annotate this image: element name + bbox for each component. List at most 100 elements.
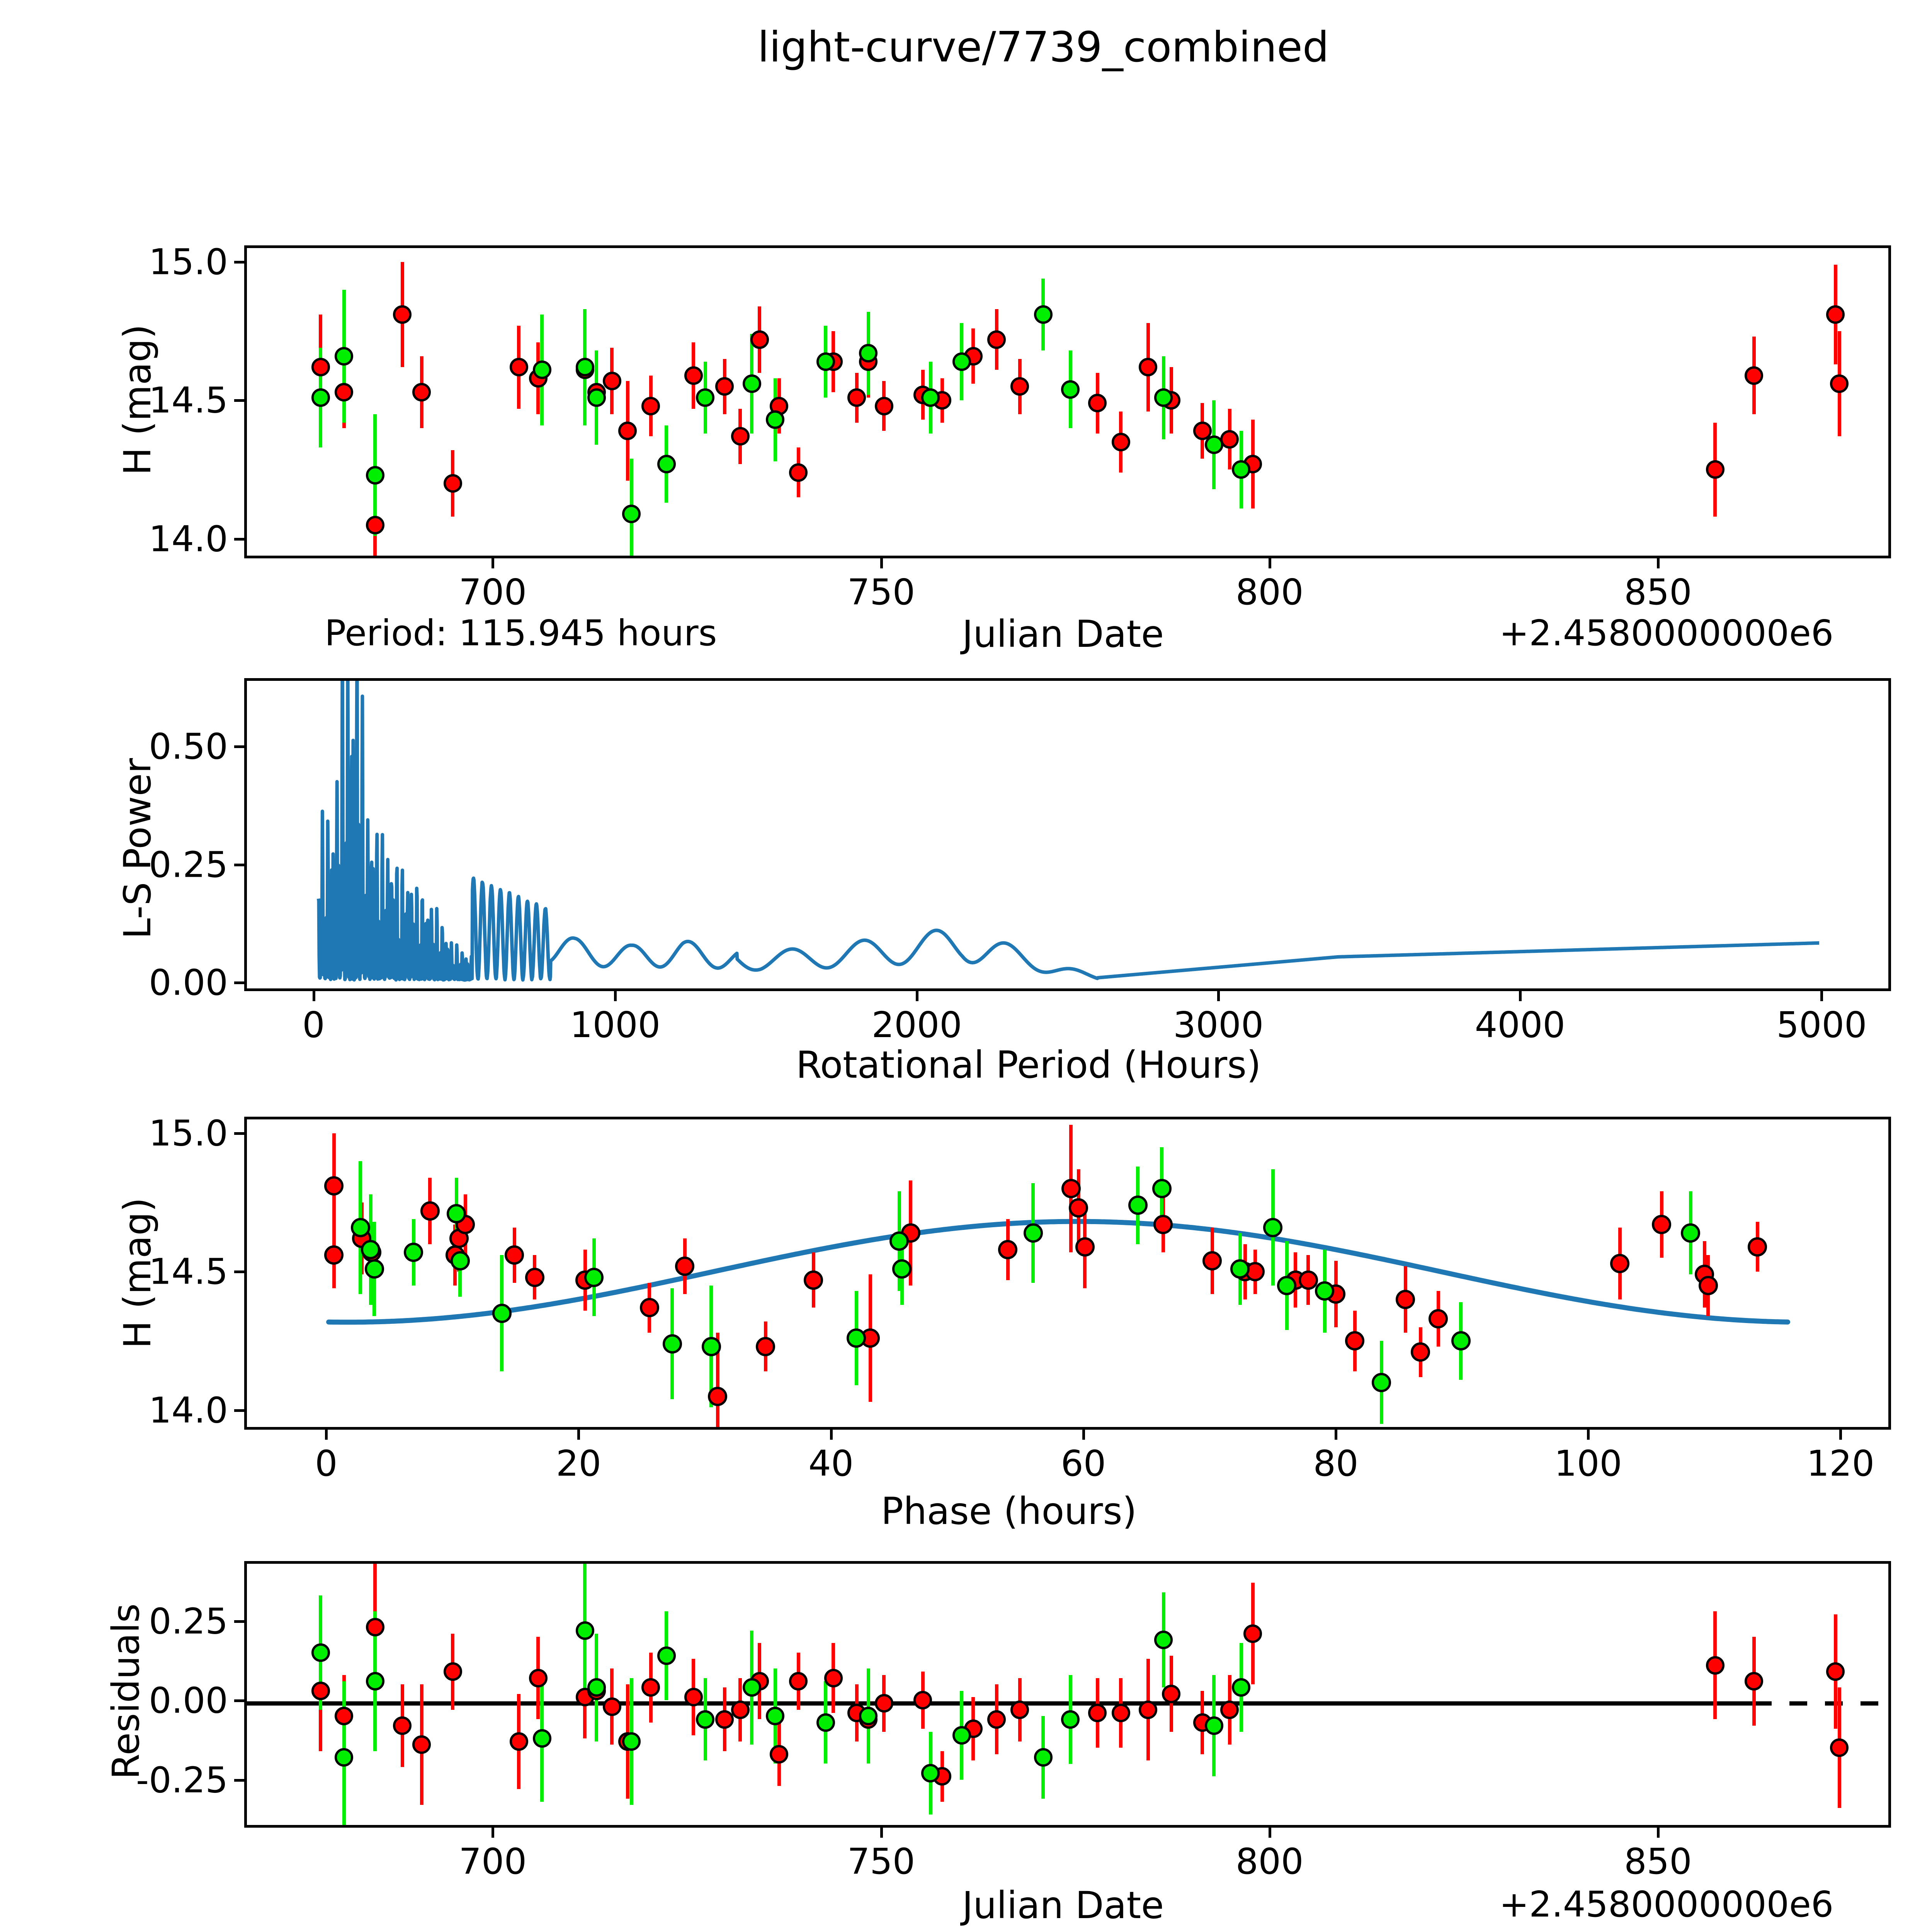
x-tick-mark <box>1335 1430 1337 1440</box>
data-point-red <box>756 1337 776 1356</box>
data-point-green <box>366 1672 384 1690</box>
x-tick-label: 60 <box>1061 1443 1106 1484</box>
data-point-red <box>1826 305 1845 324</box>
y-tick-mark <box>234 1270 244 1274</box>
x-tick-mark <box>880 558 883 568</box>
data-point-red <box>366 1618 384 1637</box>
y-tick-label: 14.5 <box>149 1251 228 1293</box>
data-point-red <box>1652 1215 1672 1235</box>
data-point-red <box>1745 1672 1764 1690</box>
x-tick-mark <box>492 558 495 568</box>
x-tick-mark <box>1656 1828 1660 1838</box>
phase-axes <box>244 1117 1891 1430</box>
data-point-red <box>1088 394 1107 413</box>
data-point-red <box>311 358 330 377</box>
data-point-green <box>532 1729 551 1748</box>
periodogram-axes <box>244 678 1891 991</box>
lightcurve-axes <box>244 245 1891 558</box>
y-tick-mark <box>234 1409 244 1412</box>
y-tick-mark <box>234 261 244 264</box>
y-tick-label: 14.0 <box>149 1389 228 1431</box>
y-tick-label: 0.00 <box>149 962 228 1003</box>
data-point-green <box>1263 1218 1283 1237</box>
data-point-green <box>662 1334 682 1354</box>
data-point-green <box>1681 1223 1701 1243</box>
error-bar <box>716 1332 719 1427</box>
data-point-red <box>1830 1738 1849 1757</box>
data-point-green <box>1023 1223 1043 1243</box>
data-point-green <box>921 388 940 407</box>
x-tick-label: 100 <box>1554 1443 1622 1484</box>
data-point-green <box>1061 380 1080 399</box>
x-tick-mark <box>614 991 617 1001</box>
x-tick-label: 5000 <box>1776 1004 1867 1046</box>
data-point-red <box>509 358 528 377</box>
data-point-green <box>816 1713 835 1732</box>
data-point-green <box>311 388 330 407</box>
x-tick-mark <box>1839 1430 1842 1440</box>
data-point-red <box>311 1681 330 1700</box>
data-point-red <box>708 1386 728 1406</box>
data-point-green <box>350 1218 370 1237</box>
data-point-red <box>1243 1624 1262 1643</box>
data-point-red <box>913 1691 932 1710</box>
data-point-red <box>324 1245 344 1265</box>
x-tick-label: 850 <box>1624 1841 1692 1882</box>
data-point-green <box>1034 305 1053 324</box>
data-point-green <box>1372 1372 1391 1392</box>
data-point-green <box>622 505 641 524</box>
x-tick-label: 800 <box>1235 1841 1304 1882</box>
data-point-red <box>1698 1276 1718 1296</box>
data-point-green <box>364 1259 384 1279</box>
panel-phase: 15.0 14.5 14.0 0 20 40 60 80 100 120 H (mag) Phas… <box>116 1113 1891 1533</box>
data-point-red <box>715 1710 734 1729</box>
data-point-red <box>684 366 703 385</box>
x-tick-label: 750 <box>847 571 915 613</box>
x-tick-mark <box>915 991 918 1001</box>
x-tick-label: 750 <box>847 1841 915 1882</box>
data-point-green <box>1061 1710 1080 1729</box>
x-tick-label: 850 <box>1624 571 1692 613</box>
data-point-red <box>1139 358 1158 377</box>
data-point-green <box>889 1231 909 1251</box>
x-tick-label: 800 <box>1235 571 1304 613</box>
y-tick-label: 15.0 <box>149 241 228 283</box>
periodogram-xlabel: Rotational Period (Hours) <box>796 1043 1261 1087</box>
y-tick-label: 0.25 <box>149 844 228 886</box>
data-point-red <box>505 1245 524 1265</box>
data-point-green <box>1034 1748 1053 1767</box>
phase-xlabel: Phase (hours) <box>881 1490 1137 1533</box>
data-point-red <box>641 1678 660 1697</box>
y-tick-label: 0.50 <box>149 726 228 767</box>
data-point-green <box>1230 1259 1250 1279</box>
x-tick-label: 20 <box>556 1443 601 1484</box>
data-point-red <box>509 1732 528 1751</box>
x-tick-mark <box>1082 1430 1085 1440</box>
data-point-red <box>1706 1656 1725 1675</box>
data-point-red <box>1061 1179 1081 1199</box>
data-point-red <box>412 383 431 401</box>
data-point-red <box>1396 1289 1415 1309</box>
data-point-red <box>1748 1237 1767 1257</box>
panel-periodogram: 0.50 0.25 0.00 0 1000 2000 3000 4000 5000 L-S Po… <box>116 678 1891 1087</box>
phase-fit-curve <box>247 1119 1888 1427</box>
data-point-green <box>766 1707 785 1726</box>
data-point-green <box>952 352 971 371</box>
panel-lightcurve: 15.0 14.5 14.0 700 750 800 850 H (mag) Julian … <box>0 0 1932 656</box>
x-tick-label: 700 <box>459 1841 527 1882</box>
y-tick-label: -0.25 <box>136 1759 228 1801</box>
x-tick-label: 80 <box>1313 1443 1359 1484</box>
data-point-green <box>859 1707 878 1726</box>
residuals-axes <box>244 1561 1891 1828</box>
data-point-red <box>789 463 808 482</box>
data-point-red <box>1826 1662 1845 1681</box>
data-point-green <box>1154 1631 1173 1650</box>
x-tick-label: 2000 <box>871 1004 962 1046</box>
zero-reference-line-dashed <box>1754 1701 1888 1706</box>
x-tick-mark <box>577 1430 580 1440</box>
data-point-red <box>987 1710 1006 1729</box>
data-point-green <box>952 1726 971 1745</box>
lightcurve-xlabel: Julian Date <box>962 612 1164 656</box>
x-tick-mark <box>1656 558 1660 568</box>
